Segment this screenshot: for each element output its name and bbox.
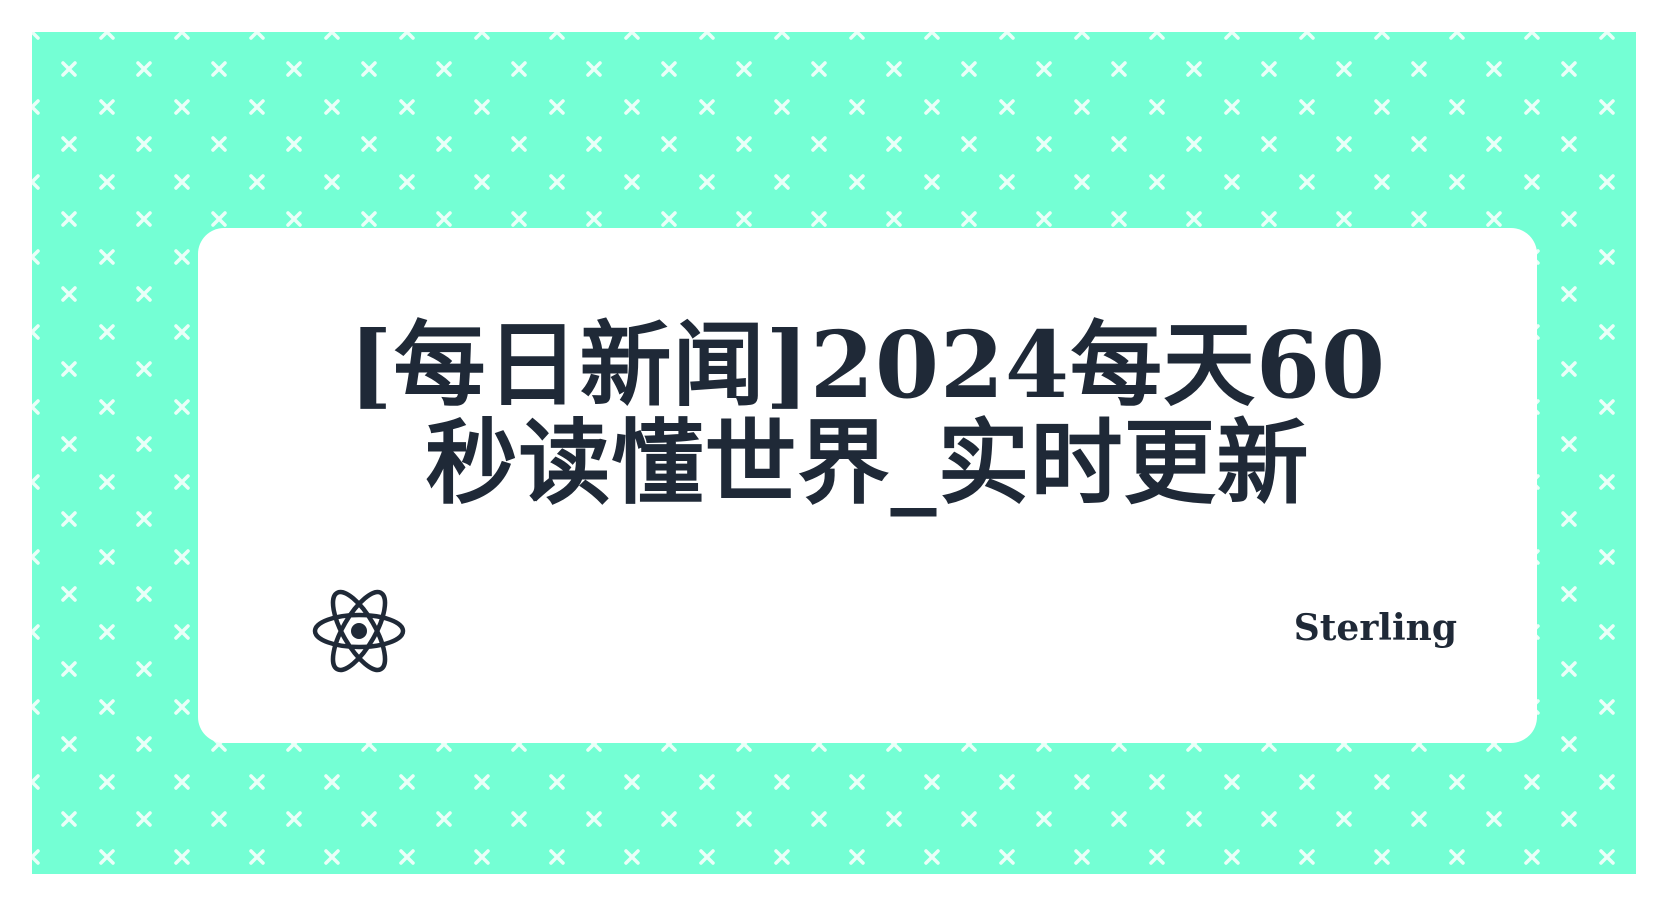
author-name: Sterling: [1293, 607, 1457, 649]
page-title: [每日新闻]2024每天60 秒读懂世界_实时更新: [198, 316, 1537, 512]
title-card: [每日新闻]2024每天60 秒读懂世界_实时更新 Sterling: [198, 228, 1537, 743]
title-line-2: 秒读懂世界_实时更新: [425, 409, 1310, 517]
title-line-1: [每日新闻]2024每天60: [348, 311, 1387, 419]
background-frame: [每日新闻]2024每天60 秒读懂世界_实时更新 Sterling: [32, 32, 1636, 874]
react-atom-icon: [310, 586, 408, 676]
